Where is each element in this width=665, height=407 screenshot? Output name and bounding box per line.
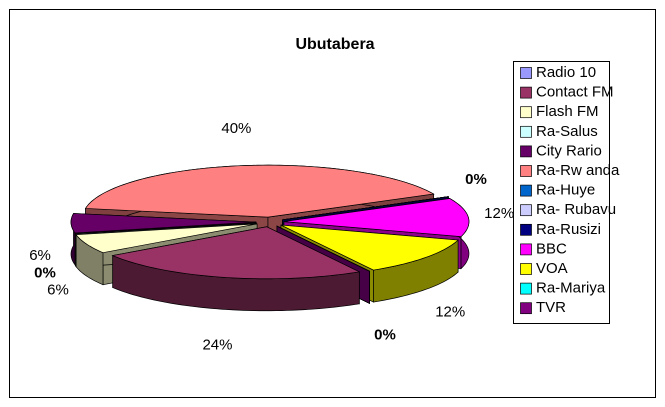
pie bbox=[70, 164, 470, 312]
legend-label: Radio 10 bbox=[536, 64, 596, 81]
legend-label: Flash FM bbox=[536, 103, 599, 120]
slice bbox=[111, 226, 361, 280]
legend-label: Ra- Rubavu bbox=[536, 201, 616, 218]
legend-swatch bbox=[520, 165, 532, 177]
legend-swatch bbox=[520, 106, 532, 119]
legend-swatch bbox=[520, 282, 532, 295]
legend-label: Contact FM bbox=[536, 84, 614, 101]
chart-title: Ubutabera bbox=[295, 36, 374, 53]
legend-label: Ra-Rw anda bbox=[536, 162, 620, 179]
legend-label: BBC bbox=[536, 240, 567, 257]
data-label: 6% bbox=[29, 247, 51, 264]
legend-swatch bbox=[520, 204, 532, 217]
legend-swatch bbox=[520, 125, 532, 138]
legend-swatch bbox=[520, 243, 532, 256]
legend-swatch bbox=[520, 67, 532, 79]
legend-label: VOA bbox=[536, 260, 568, 277]
legend-swatch bbox=[520, 184, 532, 197]
data-label: 0% bbox=[465, 171, 487, 188]
data-label: 12% bbox=[435, 303, 465, 320]
data-label: 24% bbox=[202, 336, 232, 353]
data-label: 6% bbox=[47, 281, 69, 298]
data-label: 40% bbox=[221, 120, 251, 137]
legend-label: Ra-Huye bbox=[536, 182, 595, 199]
legend-label: Ra-Rusizi bbox=[536, 221, 601, 238]
legend-label: Ra-Salus bbox=[536, 123, 598, 140]
legend-swatch bbox=[520, 86, 532, 99]
legend-label: City Rario bbox=[536, 142, 602, 159]
slice bbox=[280, 224, 459, 271]
legend-label: TVR bbox=[536, 299, 566, 316]
legend-label: Ra-Mariya bbox=[536, 280, 606, 297]
data-label: 0% bbox=[374, 326, 396, 343]
legend-swatch bbox=[520, 223, 532, 236]
slice bbox=[70, 213, 257, 234]
legend-swatch bbox=[520, 263, 532, 275]
slice bbox=[283, 198, 470, 237]
slice bbox=[84, 164, 435, 218]
legend-swatch bbox=[520, 145, 532, 158]
legend-swatch bbox=[520, 302, 532, 315]
slice bbox=[75, 223, 258, 254]
data-label: 0% bbox=[34, 265, 56, 282]
data-label: 12% bbox=[484, 205, 514, 222]
